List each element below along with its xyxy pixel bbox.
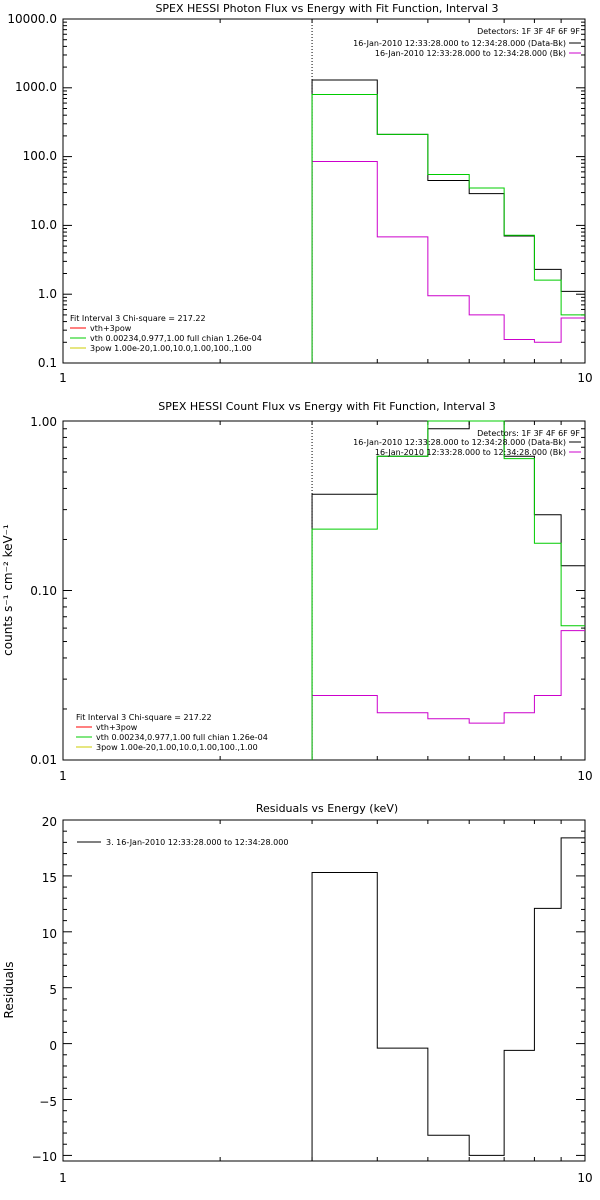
y-tick-label: 1000.0: [15, 80, 57, 94]
fit-legend-title: Fit Interval 3 Chi-square = 217.22: [70, 314, 206, 323]
legend-bk-label: 16-Jan-2010 12:33:28.000 to 12:34:28.000…: [375, 49, 566, 58]
residuals-y-tick-labels: −10 −5 0 5 10 15 20: [32, 815, 57, 1164]
photon-flux-panel: SPEX HESSI Photon Flux vs Energy with Fi…: [7, 2, 592, 385]
count-flux-plot-frame: [62, 420, 586, 761]
residuals-title: Residuals vs Energy (keV): [256, 802, 398, 815]
y-tick-label: 1.00: [30, 415, 57, 429]
residuals-y-axis-label: Residuals: [2, 962, 16, 1019]
photon-flux-tick-marks: [63, 18, 585, 364]
fit-legend-title: Fit Interval 3 Chi-square = 217.22: [76, 713, 212, 722]
3pow-label: 3pow 1.00e-20,1.00,10.0,1.00,100.,1.00: [96, 743, 258, 752]
photon-flux-header-legend: Detectors: 1F 3F 4F 6F 9F 16-Jan-2010 12…: [353, 27, 581, 58]
x-tick-label: 10: [577, 371, 592, 385]
y-tick-label: 1.0: [38, 287, 57, 301]
count-flux-y-axis-label: counts s⁻¹ cm⁻² keV⁻¹: [1, 524, 15, 656]
vth-label: vth 0.00234,0.977,1.00 full chian 1.26e-…: [90, 334, 262, 343]
count-flux-tick-marks: [63, 420, 585, 761]
residuals-panel: Residuals vs Energy (keV) −10 −5 0 5 10 …: [2, 802, 593, 1185]
y-tick-label: 0: [49, 1039, 57, 1053]
photon-flux-x-tick-labels: 1 10: [59, 371, 592, 385]
series-step-line: [311, 420, 585, 760]
photon-flux-y-tick-labels: 0.1 1.0 10.0 100.0 1000.0 10000.0: [7, 12, 57, 370]
count-flux-panel: SPEX HESSI Count Flux vs Energy with Fit…: [1, 400, 593, 783]
y-tick-label: 0.10: [30, 584, 57, 598]
series-step-line: [311, 79, 585, 363]
photon-flux-plot-frame: [62, 18, 586, 364]
x-tick-label: 10: [577, 1171, 592, 1185]
detectors-label: Detectors: 1F 3F 4F 6F 9F: [477, 429, 580, 438]
x-tick-label: 1: [59, 371, 67, 385]
vth-label: vth 0.00234,0.977,1.00 full chian 1.26e-…: [96, 733, 268, 742]
y-tick-label: 0.01: [30, 753, 57, 767]
fit-total-label: vth+3pow: [90, 324, 132, 333]
residuals-legend: 3. 16-Jan-2010 12:33:28.000 to 12:34:28.…: [77, 838, 288, 847]
fit-total-label: vth+3pow: [96, 723, 138, 732]
x-tick-label: 1: [59, 769, 67, 783]
legend-data-bk-label: 16-Jan-2010 12:33:28.000 to 12:34:28.000…: [353, 438, 566, 447]
y-tick-label: 20: [42, 815, 57, 829]
series-step-line: [311, 93, 585, 363]
legend-data-bk-label: 16-Jan-2010 12:33:28.000 to 12:34:28.000…: [353, 39, 566, 48]
x-tick-label: 1: [59, 1171, 67, 1185]
photon-flux-title: SPEX HESSI Photon Flux vs Energy with Fi…: [155, 2, 498, 15]
y-tick-label: 5: [49, 983, 57, 997]
residuals-plot-frame: [62, 819, 586, 1162]
residuals-x-tick-labels: 1 10: [59, 1171, 592, 1185]
3pow-label: 3pow 1.00e-20,1.00,10.0,1.00,100.,1.00: [90, 344, 252, 353]
residuals-series: [311, 837, 585, 1161]
y-tick-label: 10000.0: [7, 12, 57, 26]
count-flux-x-tick-labels: 1 10: [59, 769, 592, 783]
detectors-label: Detectors: 1F 3F 4F 6F 9F: [477, 27, 580, 36]
y-tick-label: 10: [42, 927, 57, 941]
y-tick-label: −5: [39, 1095, 57, 1109]
y-tick-label: 15: [42, 871, 57, 885]
residuals-legend-label: 3. 16-Jan-2010 12:33:28.000 to 12:34:28.…: [106, 838, 288, 847]
photon-flux-series: [311, 79, 585, 363]
y-tick-label: 100.0: [23, 149, 57, 163]
count-flux-series: [311, 420, 585, 760]
count-flux-header-legend: Detectors: 1F 3F 4F 6F 9F 16-Jan-2010 12…: [353, 429, 581, 457]
y-tick-label: −10: [32, 1150, 57, 1164]
series-step-line: [311, 160, 585, 363]
count-flux-title: SPEX HESSI Count Flux vs Energy with Fit…: [158, 400, 495, 413]
photon-flux-fit-legend: Fit Interval 3 Chi-square = 217.22 vth+3…: [70, 314, 262, 353]
series-step-line: [311, 420, 585, 760]
y-tick-label: 10.0: [30, 218, 57, 232]
count-flux-fit-legend: Fit Interval 3 Chi-square = 217.22 vth+3…: [76, 713, 268, 752]
count-flux-y-tick-labels: 0.01 0.10 1.00: [30, 415, 57, 767]
legend-bk-label: 16-Jan-2010 12:33:28.000 to 12:34:28.000…: [375, 448, 566, 457]
y-tick-label: 0.1: [38, 356, 57, 370]
residuals-tick-marks: [63, 819, 585, 1161]
x-tick-label: 10: [577, 769, 592, 783]
series-step-line: [311, 837, 585, 1161]
series-step-line: [311, 630, 585, 760]
